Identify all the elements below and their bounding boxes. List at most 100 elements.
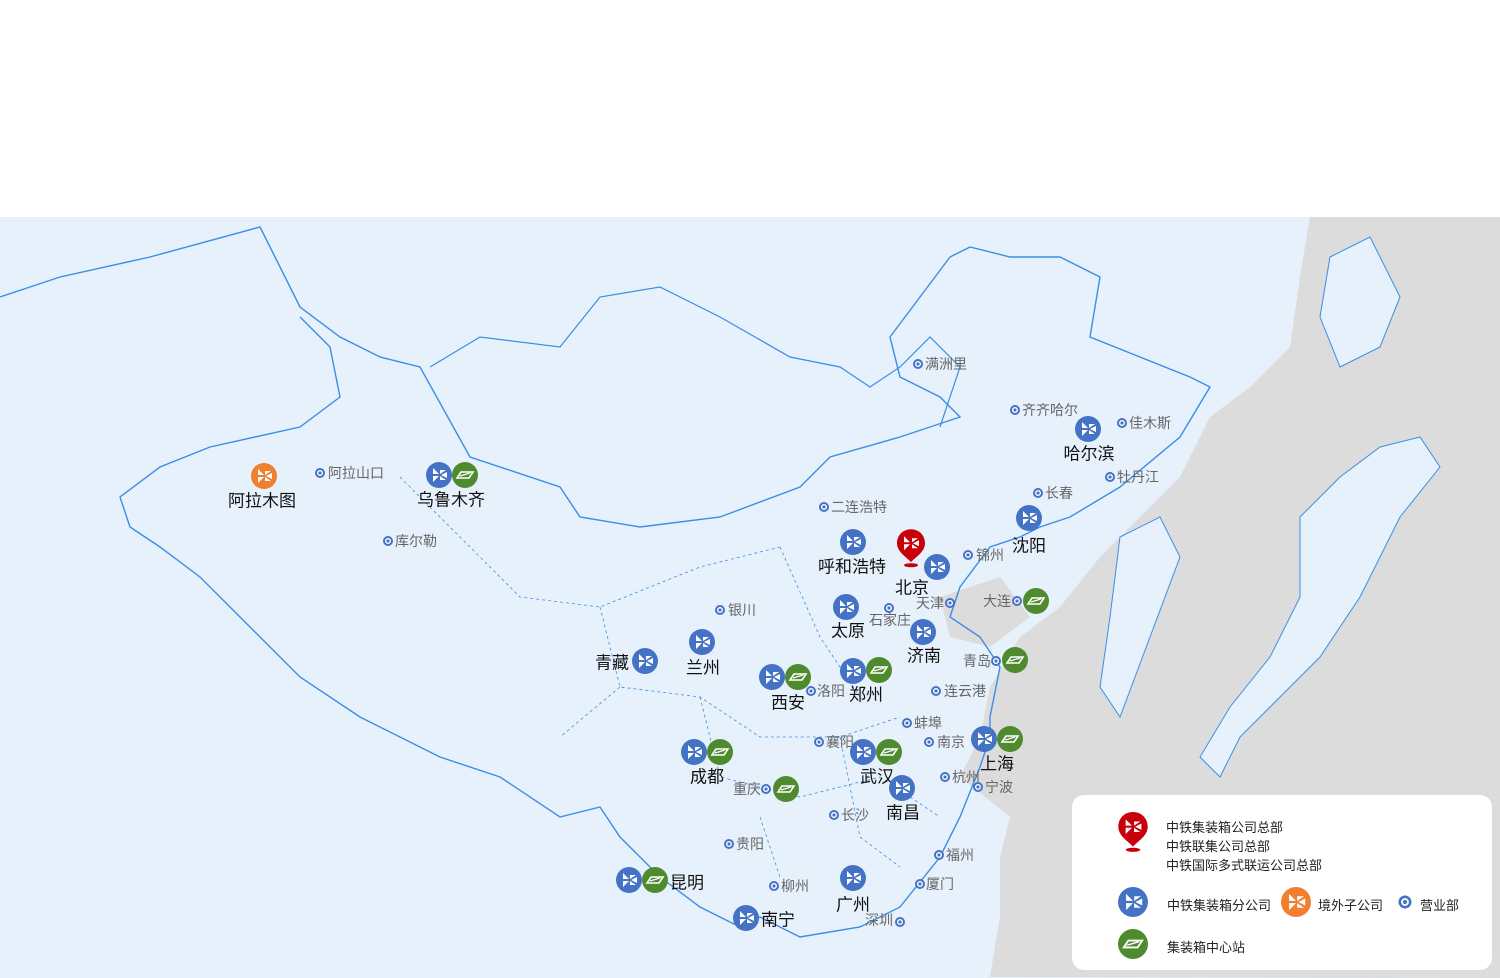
city-label: 广州: [836, 895, 870, 916]
container-center-icon: [1118, 929, 1148, 959]
city-label: 长春: [1045, 486, 1073, 502]
city-label: 石家庄: [869, 613, 911, 629]
city-label: 郑州: [849, 685, 883, 706]
city-label: 佳木斯: [1129, 416, 1171, 432]
branch-icon: [889, 775, 915, 801]
city-label: 阿拉山口: [328, 466, 384, 482]
city-label: 兰州: [686, 658, 720, 679]
office-icon: [945, 598, 955, 608]
city-label: 齐齐哈尔: [1022, 403, 1078, 419]
office-icon: [715, 605, 725, 615]
city-label: 阿拉木图: [228, 491, 296, 512]
office-icon: [383, 536, 393, 546]
legend-branch-label: 中铁集装箱分公司: [1167, 899, 1272, 914]
city-label: 襄阳: [826, 735, 854, 751]
city-label: 青藏: [595, 653, 629, 674]
container-center-icon: [642, 867, 668, 893]
city-label: 哈尔滨: [1063, 444, 1115, 465]
sea-region: [940, 217, 1500, 978]
map-legend: 中铁集装箱公司总部 中铁联集公司总部 中铁国际多式联运公司总部 中铁集装箱分公司…: [1072, 795, 1492, 970]
city-label: 福州: [946, 848, 974, 864]
office-icon: [769, 881, 779, 891]
city-label: 济南: [907, 646, 941, 667]
branch-icon: [1118, 887, 1148, 917]
legend-hq-line: 中铁联集公司总部: [1166, 840, 1271, 855]
branch-icon: [733, 905, 759, 931]
city-label: 银川: [728, 603, 756, 619]
city-label: 满洲里: [925, 357, 967, 373]
office-icon: [315, 468, 325, 478]
office-icon: [1117, 418, 1127, 428]
office-icon: [973, 782, 983, 792]
branch-icon: [1075, 416, 1101, 442]
legend-center-label: 集装箱中心站: [1167, 941, 1246, 956]
branch-icon: [616, 867, 642, 893]
city-label: 呼和浩特: [818, 557, 886, 578]
city-label: 成都: [690, 767, 724, 788]
container-center-icon: [866, 657, 892, 683]
container-center-icon: [876, 739, 902, 765]
map[interactable]: 阿拉木图 阿拉山口 乌鲁木齐 库尔勒 满洲里 齐齐哈尔 哈尔滨 佳木斯 牡丹江 …: [0, 217, 1500, 978]
city-label: 武汉: [860, 767, 894, 788]
city-label: 乌鲁木齐: [417, 490, 485, 511]
branch-icon: [689, 629, 715, 655]
office-icon: [913, 359, 923, 369]
branch-icon: [971, 726, 997, 752]
overseas-subsidiary-icon: [1281, 887, 1311, 917]
office-icon: [1012, 596, 1022, 606]
office-icon: [991, 656, 1001, 666]
office-icon: [806, 686, 816, 696]
container-center-icon: [452, 462, 478, 488]
office-icon: [819, 502, 829, 512]
office-icon: [963, 550, 973, 560]
legend-hq-line: 中铁集装箱公司总部: [1166, 821, 1284, 836]
container-center-icon: [997, 726, 1023, 752]
headquarters-pin-icon: [1117, 811, 1149, 853]
office-icon: [934, 850, 944, 860]
city-label: 蚌埠: [914, 716, 942, 732]
city-label: 重庆: [733, 782, 761, 798]
legend-overseas-label: 境外子公司: [1318, 899, 1384, 914]
city-label: 柳州: [781, 879, 809, 895]
office-icon: [895, 917, 905, 927]
headquarters-pin-icon: [896, 528, 926, 568]
container-center-icon: [1002, 647, 1028, 673]
city-label: 天津: [916, 596, 944, 612]
branch-icon: [759, 664, 785, 690]
city-label: 北京: [895, 578, 929, 599]
china-border: [0, 226, 1211, 938]
branch-icon: [840, 865, 866, 891]
city-label: 库尔勒: [395, 534, 437, 550]
city-label: 大连: [983, 594, 1011, 610]
office-icon: [724, 839, 734, 849]
city-label: 沈阳: [1012, 536, 1046, 557]
city-label: 杭州: [952, 770, 980, 786]
office-icon: [915, 879, 925, 889]
branch-icon: [840, 529, 866, 555]
office-icon: [761, 784, 771, 794]
map-background: [0, 217, 1500, 978]
city-label: 南昌: [886, 803, 920, 824]
city-label: 太原: [831, 621, 865, 642]
office-icon: [1010, 405, 1020, 415]
branch-icon: [850, 739, 876, 765]
branch-icon: [426, 462, 452, 488]
office-icon: [829, 810, 839, 820]
city-label: 宁波: [985, 780, 1013, 796]
branch-icon: [1016, 505, 1042, 531]
korea-japan-land: [1099, 236, 1441, 778]
legend-office-label: 营业部: [1420, 899, 1460, 914]
city-label: 贵阳: [736, 837, 764, 853]
city-label: 西安: [771, 693, 805, 714]
mongolia-border: [429, 286, 961, 428]
office-icon: [1399, 896, 1412, 909]
legend-hq-line: 中铁国际多式联运公司总部: [1166, 859, 1323, 874]
city-label: 二连浩特: [831, 500, 887, 516]
city-label: 锦州: [976, 548, 1004, 564]
container-center-icon: [1023, 588, 1049, 614]
office-icon: [902, 718, 912, 728]
office-icon: [940, 772, 950, 782]
overseas-subsidiary-icon: [251, 463, 277, 489]
office-icon: [1105, 472, 1115, 482]
branch-icon: [632, 648, 658, 674]
